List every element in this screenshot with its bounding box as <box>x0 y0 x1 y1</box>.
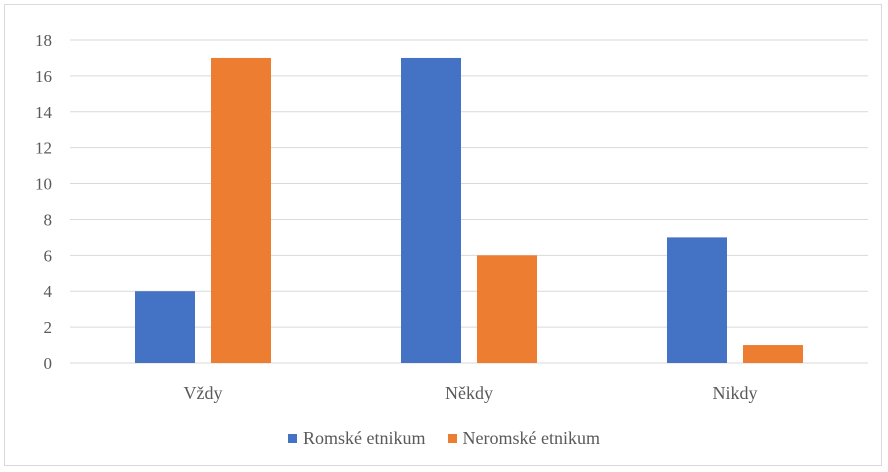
y-tick-label: 16 <box>35 67 52 86</box>
legend-label-series-1: Romské etnikum <box>303 428 426 448</box>
bar-series-2-1 <box>477 255 537 363</box>
legend: Romské etnikum Neromské etnikum <box>0 428 888 449</box>
legend-item-series-1: Romské etnikum <box>288 428 426 449</box>
bars <box>135 57 803 363</box>
bar-series-2-2 <box>743 345 803 363</box>
y-tick-label: 18 <box>35 31 52 50</box>
y-tick-label: 0 <box>44 354 53 373</box>
x-category-label: Někdy <box>445 383 493 403</box>
y-tick-label: 2 <box>44 318 53 337</box>
legend-swatch-series-1 <box>288 434 297 443</box>
y-tick-label: 6 <box>44 246 53 265</box>
legend-item-series-2: Neromské etnikum <box>447 428 600 449</box>
y-axis-ticks: 0 2 4 6 8 10 12 14 16 18 <box>35 31 53 373</box>
legend-label-series-2: Neromské etnikum <box>462 428 600 448</box>
y-tick-label: 4 <box>44 282 53 301</box>
bar-series-1-1 <box>401 57 461 363</box>
y-tick-label: 10 <box>35 175 52 194</box>
y-tick-label: 14 <box>35 103 53 122</box>
x-category-label: Nikdy <box>713 383 758 403</box>
x-axis-categories: Vždy Někdy Nikdy <box>184 383 758 403</box>
bar-series-1-0 <box>135 291 195 363</box>
gridlines <box>70 39 868 364</box>
y-tick-label: 12 <box>35 139 52 158</box>
legend-swatch-series-2 <box>447 434 457 443</box>
bar-series-1-2 <box>667 237 727 363</box>
bar-series-2-0 <box>211 57 271 363</box>
y-tick-label: 8 <box>44 210 53 229</box>
x-category-label: Vždy <box>184 383 223 403</box>
